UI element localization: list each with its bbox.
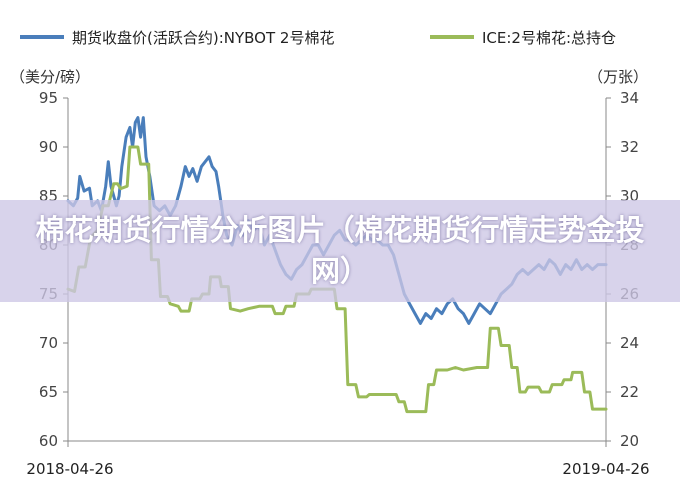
left-tick-label: 95 <box>39 89 58 107</box>
left-tick-label: 60 <box>39 432 58 450</box>
left-tick-label: 65 <box>39 383 58 401</box>
x-tick-label-start: 2018-04-26 <box>26 460 113 478</box>
banner-title: 棉花期货行情分析图片（棉花期货行情走势金投网） <box>35 213 645 288</box>
title-banner: 棉花期货行情分析图片（棉花期货行情走势金投网） <box>0 200 680 302</box>
left-tick-label: 70 <box>39 334 58 352</box>
left-tick-label: 90 <box>39 138 58 156</box>
left-axis-unit: （美分/磅） <box>10 68 90 86</box>
right-tick-label: 32 <box>620 138 639 156</box>
right-axis-unit: （万张） <box>588 68 648 86</box>
legend: 期货收盘价(活跃合约):NYBOT 2号棉花 ICE:2号棉花:总持仓 <box>20 29 616 47</box>
legend-label-nybot: 期货收盘价(活跃合约):NYBOT 2号棉花 <box>72 29 334 47</box>
right-tick-label: 24 <box>620 334 639 352</box>
right-tick-label: 34 <box>620 89 639 107</box>
legend-label-ice: ICE:2号棉花:总持仓 <box>482 29 616 47</box>
x-tick-label-end: 2019-04-26 <box>562 460 649 478</box>
right-tick-label: 22 <box>620 383 639 401</box>
right-tick-label: 20 <box>620 432 639 450</box>
